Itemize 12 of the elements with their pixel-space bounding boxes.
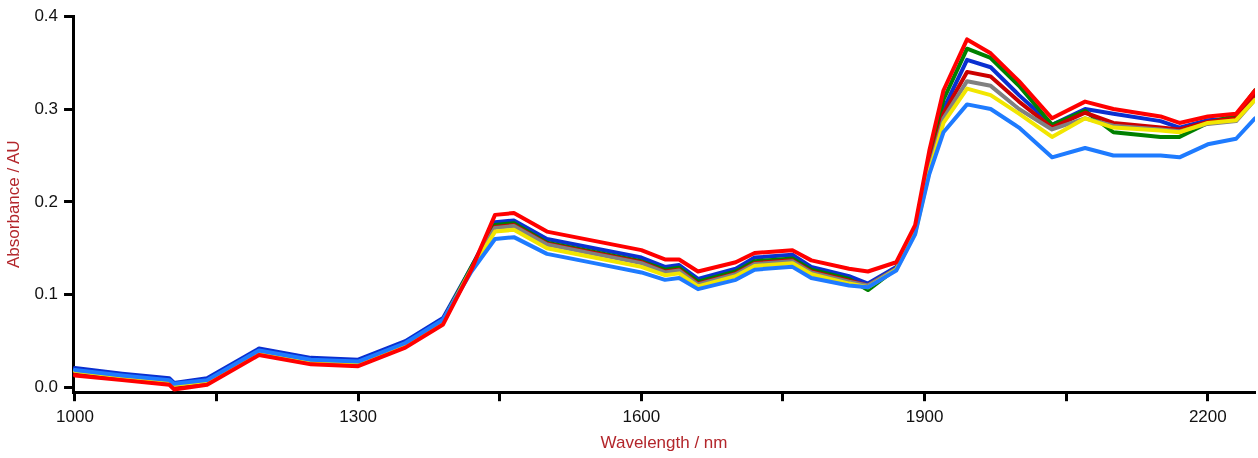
y-tick-label: 0.4 bbox=[34, 5, 59, 25]
x-tick-label: 1000 bbox=[56, 407, 94, 427]
x-tick-label: 2200 bbox=[1188, 407, 1227, 427]
x-axis-title: Wavelength / nm bbox=[600, 433, 728, 453]
y-axis-title: Absorbance / AU bbox=[3, 140, 23, 268]
x-tick-label: 1300 bbox=[339, 407, 378, 427]
y-tick-label: 0.3 bbox=[34, 98, 59, 118]
x-tick-label: 1900 bbox=[905, 407, 944, 427]
y-tick-label: 0.0 bbox=[34, 377, 59, 397]
y-tick-label: 0.2 bbox=[34, 191, 59, 211]
x-tick-label: 1600 bbox=[622, 407, 661, 427]
y-tick-label: 0.1 bbox=[34, 284, 59, 304]
